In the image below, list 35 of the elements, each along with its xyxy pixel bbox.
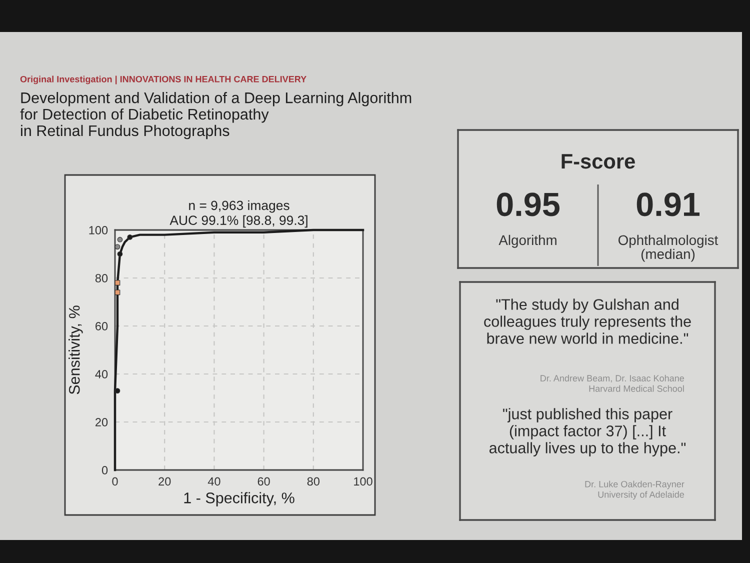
point [117,236,123,242]
point [114,280,120,286]
point [114,388,120,394]
point [117,251,123,257]
text: "just published this paper (impact factor 37) [...] It actually lives up to the hype." [489,408,686,456]
category-label: Algorithm [498,234,556,248]
text: F-score [562,154,635,169]
point [114,244,120,250]
y-tick-label: 80 [95,274,108,282]
line-series [114,228,364,472]
x-tick-label: 100 [354,477,372,486]
x-tick-label: 40 [208,477,220,486]
text: Dr. Luke Oakden-Rayner University of Adelaide [585,480,684,500]
category-label: Ophthalmologist (median) [618,234,718,262]
y-tick-label: 100 [89,226,108,234]
x-tick-label: 60 [258,477,270,486]
x-axis-title: 1 - Specificity, % [184,492,294,506]
text: Dr. Andrew Beam, Dr. Isaac Kohane Harvard Medical School [540,374,684,392]
text: n = 9,963 images [189,200,290,213]
y-axis-title: Sensitivity, % [68,306,83,394]
text: AUC 99.1% [98.8, 99.3] [170,215,308,228]
data-label: 0.95 [496,192,560,216]
y-tick-label: 20 [96,418,108,426]
y-tick-label: 0 [102,466,108,474]
y-tick-label: 40 [95,370,108,378]
x-tick-label: 20 [158,477,171,486]
point [127,234,133,240]
data-label: 0.91 [636,192,700,216]
chart-subtitle: Original Investigation | INNOVATIONS IN HEALTH CARE DELIVERY [20,76,306,84]
x-tick-label: 0 [112,477,118,486]
y-tick-label: 60 [96,322,108,330]
text: "The study by Gulshan and colleagues truly represents the brave new world in medicine." [484,298,691,344]
point [114,290,120,296]
chart-title: Development and Validation of a Deep Learning Algorithm for Detection of Diabetic Retinopathy in Retinal Fundus Photographs [20,92,412,140]
x-tick-label: 80 [307,477,320,486]
